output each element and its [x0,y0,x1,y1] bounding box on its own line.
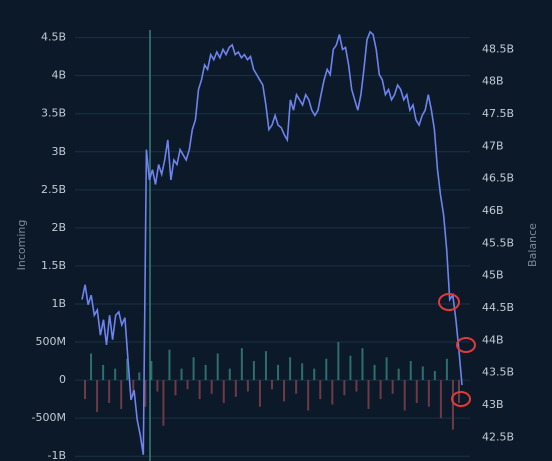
bar [150,361,153,381]
highlight-circle [451,391,471,407]
y2-axis-title: Balance [526,223,539,267]
bars [84,342,460,430]
y-tick-label: 3.5B [41,107,66,120]
bar [240,348,243,381]
annotations [438,293,476,407]
y2-tick-label: 46.5B [482,172,514,185]
bar [367,380,370,410]
grid [75,37,470,457]
bar [168,349,171,381]
y2-tick-label: 44B [482,333,504,346]
bar [108,380,111,403]
bar [337,342,340,381]
y-axis-title: Incoming [15,220,28,271]
bar [427,380,430,407]
bar [271,380,273,390]
bar [355,380,358,392]
y2-tick-label: 45B [482,269,504,282]
bar [415,380,418,403]
y2-tick-label: 43.5B [482,366,514,379]
y-tick-label: 0 [59,373,66,386]
bar [379,380,382,400]
bar [403,380,406,411]
bar [174,380,177,396]
bar [325,358,328,381]
bar [445,358,448,381]
y2-tick-label: 45.5B [482,236,514,249]
y2-tick-label: 46B [482,204,504,217]
y-tick-label: 3B [51,145,66,158]
bar [252,361,255,381]
bar [90,353,93,381]
bar [307,380,310,411]
bar [144,380,147,407]
bar [204,364,207,381]
bar [277,364,280,381]
bar [222,380,225,403]
bar [289,357,292,381]
bar [216,353,219,381]
bar [228,368,231,381]
bar [120,380,123,410]
bar [210,380,213,394]
y2-tick-label: 48.5B [482,42,514,55]
bar [84,380,87,400]
y2-tick-label: 43B [482,398,504,411]
bar [186,380,189,390]
bar [343,380,346,396]
bar [361,348,364,381]
bar [198,380,201,400]
lines [81,30,463,455]
bar [373,364,376,381]
y-tick-label: 2B [51,221,66,234]
highlight-circle [456,337,476,353]
bar [126,358,129,381]
y-tick-label: 2.5B [41,183,66,196]
bar [295,380,298,394]
bar [409,361,412,381]
bar [439,380,442,419]
balance-line [81,30,463,455]
bar [349,355,352,381]
bar [246,380,249,392]
y-tick-label: 1B [51,297,66,310]
bar [234,380,237,397]
bar [114,368,117,381]
y2-tick-label: 47B [482,139,504,152]
bar [331,380,334,405]
bar [258,380,261,407]
bar [162,380,165,426]
bar [102,364,105,381]
y2-tick-label: 44.5B [482,301,514,314]
y-tick-label: -1B [47,449,66,461]
bar [313,368,316,381]
bar [138,372,141,381]
bar [264,351,267,381]
bar [451,380,454,430]
y2-tick-label: 48B [482,75,504,88]
bar [180,368,183,381]
bar [421,366,424,381]
y-tick-label: 4B [51,69,66,82]
bar [283,380,286,402]
y-tick-label: -500M [32,411,66,424]
bar [397,368,400,381]
y-tick-label: 4.5B [41,31,66,44]
highlight-circle [438,293,460,311]
bar [385,357,388,381]
y2-tick-label: 42.5B [482,430,514,443]
bar [301,363,304,381]
bar [319,380,322,400]
y-tick-label: 1.5B [41,259,66,272]
bar [96,380,99,413]
bar [192,357,195,381]
y-tick-label: 500M [36,335,67,348]
bar [132,380,135,396]
bar [391,380,394,394]
y2-tick-label: 47.5B [482,107,514,120]
bar [433,370,436,381]
bar [156,380,159,392]
